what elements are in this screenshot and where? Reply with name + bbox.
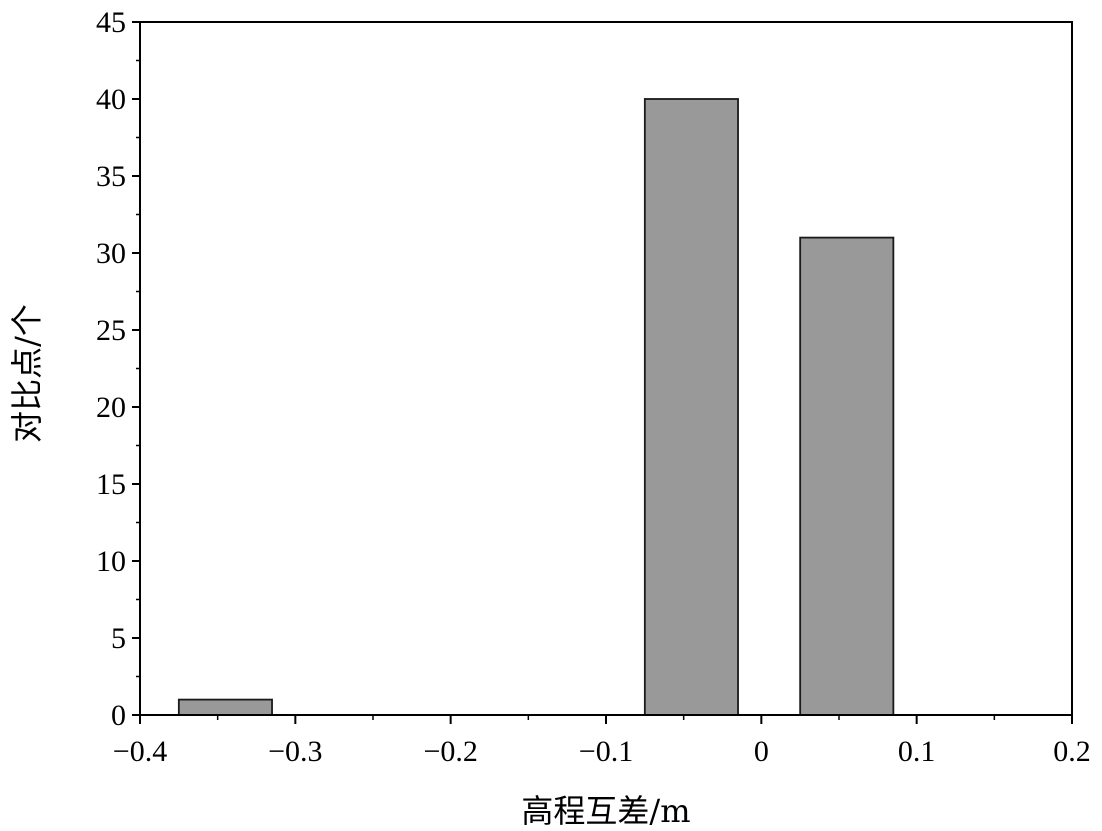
y-tick-label: 5 <box>111 622 126 655</box>
y-axis-title: 对比点/个 <box>8 304 46 443</box>
x-tick-label: −0.4 <box>113 735 167 768</box>
y-tick-label: 10 <box>96 545 126 578</box>
y-tick-label: 30 <box>96 237 126 270</box>
y-tick-label: 45 <box>96 6 126 39</box>
axis-ticks <box>132 21 1073 724</box>
plot-frame <box>139 21 1073 716</box>
y-tick-label: 0 <box>111 699 126 732</box>
bar-2 <box>799 236 895 716</box>
bar-1 <box>643 98 739 716</box>
x-axis-title: 高程互差/m <box>521 792 690 830</box>
plot-border <box>139 21 1073 716</box>
bars-layer <box>177 98 895 716</box>
y-tick-label: 35 <box>96 160 126 193</box>
y-tick-label: 15 <box>96 468 126 501</box>
y-tick-label: 20 <box>96 391 126 424</box>
x-tick-label: −0.2 <box>423 735 477 768</box>
x-tick-label: 0.2 <box>1053 735 1091 768</box>
tick-labels: −0.4 −0.3 −0.2 −0.1 0 0.1 0.2 0 5 10 15 20 25 30 35 40 4… <box>96 6 1091 768</box>
x-tick-label: −0.3 <box>268 735 322 768</box>
y-tick-label: 25 <box>96 314 126 347</box>
x-tick-label: 0.1 <box>898 735 936 768</box>
x-tick-label: 0 <box>754 735 769 768</box>
y-tick-label: 40 <box>96 83 126 116</box>
bar-0 <box>177 698 273 716</box>
x-tick-label: −0.1 <box>579 735 633 768</box>
